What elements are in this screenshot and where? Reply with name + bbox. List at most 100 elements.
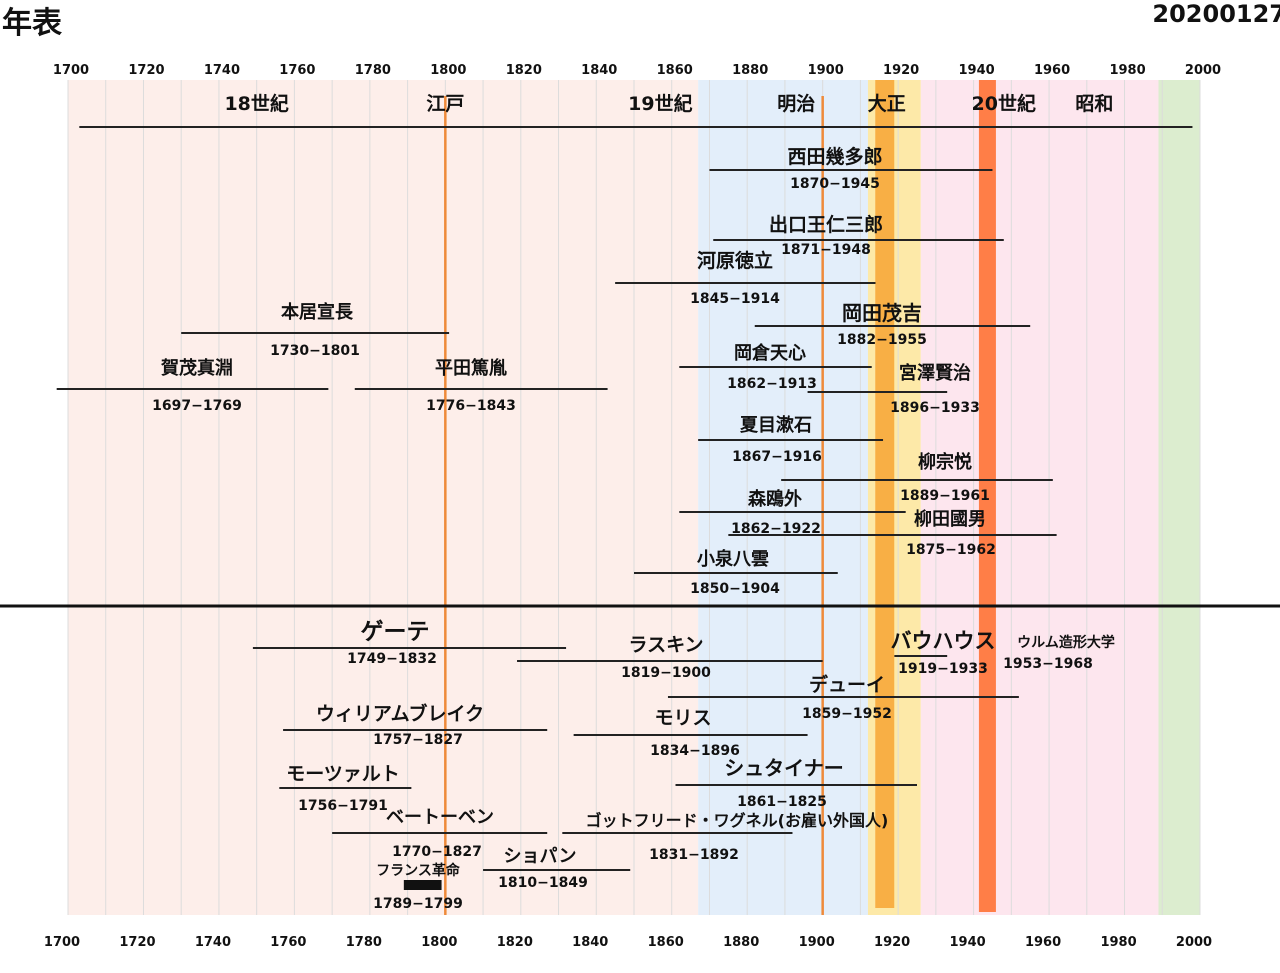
top-axis-tick: 1800 — [430, 63, 466, 78]
world-person-6-name: モリス — [654, 707, 711, 729]
era-label: 明治 — [777, 92, 815, 115]
world-person-1-name: ラスキン — [628, 634, 703, 656]
jp-person-5-years: 1697−1769 — [152, 398, 242, 414]
world-person-8-years: 1756−1791 — [298, 798, 388, 814]
top-axis-tick: 1840 — [581, 63, 617, 78]
page-title: 年表 — [2, 6, 62, 41]
world-person-12-years: 1789−1799 — [373, 896, 463, 912]
jp-person-13-name: 小泉八雲 — [697, 548, 769, 570]
jp-person-4-years: 1882−1955 — [837, 332, 927, 348]
era-label: 大正 — [868, 92, 906, 115]
bottom-axis-tick: 1700 — [44, 935, 80, 950]
jp-person-5-name: 賀茂真淵 — [160, 357, 233, 379]
bottom-axis-tick: 1960 — [1025, 935, 1061, 950]
page-date: 20200127 — [1152, 0, 1280, 28]
world-person-11-years: 1810−1849 — [498, 875, 588, 891]
world-person-9-years: 1770−1827 — [392, 844, 482, 860]
era-label: 19世紀 — [628, 92, 692, 115]
bottom-axis-tick: 1900 — [799, 935, 835, 950]
world-person-9-name: ベートーベン — [386, 807, 494, 828]
marker-band-1915 — [875, 80, 895, 908]
jp-person-9-name: 夏目漱石 — [740, 414, 812, 436]
top-axis-tick: 1900 — [808, 63, 844, 78]
jp-person-3-years: 1730−1801 — [270, 343, 360, 359]
jp-person-3-name: 本居宣長 — [281, 301, 354, 323]
era-band-heisei — [1158, 80, 1200, 915]
bottom-axis-tick: 1880 — [723, 935, 759, 950]
world-person-6-years: 1834−1896 — [650, 743, 740, 759]
world-person-4-years: 1859−1952 — [802, 706, 892, 722]
world-person-0-years: 1749−1832 — [347, 651, 437, 667]
world-person-8-name: モーツァルト — [286, 763, 400, 785]
jp-person-12-name: 柳田國男 — [914, 508, 986, 530]
era-label: 昭和 — [1075, 92, 1113, 115]
world-person-1-years: 1819−1900 — [621, 665, 711, 681]
jp-person-13-years: 1850−1904 — [690, 581, 780, 597]
bottom-axis-tick: 1800 — [421, 935, 457, 950]
bottom-axis-tick: 1760 — [270, 935, 306, 950]
jp-person-8-name: 宮澤賢治 — [899, 362, 971, 384]
jp-person-6-name: 平田篤胤 — [435, 357, 507, 379]
bottom-axis-tick: 1860 — [648, 935, 684, 950]
jp-person-2-years: 1845−1914 — [690, 291, 780, 307]
world-person-11-name: ショパン — [504, 846, 577, 867]
jp-person-12-years: 1875−1962 — [906, 542, 996, 558]
top-axis-tick: 1880 — [732, 63, 768, 78]
bottom-axis-tick: 1920 — [874, 935, 910, 950]
top-axis-tick: 1920 — [883, 63, 919, 78]
bottom-axis-tick: 1840 — [572, 935, 608, 950]
bottom-axis-tick: 2000 — [1176, 935, 1212, 950]
top-axis-tick: 1740 — [204, 63, 240, 78]
world-person-2-years: 1919−1933 — [898, 661, 988, 677]
top-axis-tick: 1960 — [1034, 63, 1070, 78]
era-label: 18世紀 — [224, 92, 288, 115]
world-person-3-name: ウルム造形大学 — [1017, 634, 1115, 651]
world-person-4-name: デューイ — [809, 673, 885, 696]
top-axis-tick: 1820 — [506, 63, 542, 78]
era-band-meiji — [698, 80, 868, 915]
jp-person-2-name: 河原徳立 — [697, 249, 773, 272]
world-person-7-years: 1861−1825 — [737, 794, 827, 810]
bottom-axis-tick: 1720 — [119, 935, 155, 950]
jp-person-10-name: 柳宗悦 — [918, 451, 972, 473]
era-label: 江戸 — [426, 93, 464, 115]
bottom-axis-tick: 1980 — [1100, 935, 1136, 950]
top-axis-tick: 1860 — [657, 63, 693, 78]
jp-person-0-years: 1870−1945 — [790, 176, 880, 192]
jp-person-7-years: 1862−1913 — [727, 376, 817, 392]
era-label: 20世紀 — [972, 92, 1036, 115]
jp-person-8-years: 1896−1933 — [890, 400, 980, 416]
marker-band-1943 — [978, 80, 996, 912]
world-person-12-name: フランス革命 — [376, 862, 461, 879]
jp-person-1-years: 1871−1948 — [781, 242, 871, 258]
era-band-edo — [68, 80, 699, 915]
jp-person-11-name: 森鴎外 — [748, 488, 802, 510]
jp-person-1-name: 出口王仁三郎 — [769, 213, 883, 236]
world-person-10-name: ゴットフリード・ワグネル(お雇い外国人) — [586, 811, 889, 830]
event-bar-french-revolution — [403, 880, 442, 890]
jp-person-7-name: 岡倉天心 — [734, 342, 806, 364]
bottom-axis-tick: 1940 — [950, 935, 986, 950]
top-axis-tick: 1760 — [279, 63, 315, 78]
world-person-10-years: 1831−1892 — [649, 847, 739, 863]
jp-person-0-name: 西田幾多郎 — [787, 145, 882, 168]
bottom-axis-tick: 1780 — [346, 935, 382, 950]
jp-person-10-years: 1889−1961 — [900, 488, 990, 504]
world-person-5-years: 1757−1827 — [373, 732, 463, 748]
bottom-axis-tick: 1820 — [497, 935, 533, 950]
world-person-0-name: ゲーテ — [361, 619, 430, 645]
top-axis-tick: 1940 — [959, 63, 995, 78]
jp-person-6-years: 1776−1843 — [426, 398, 516, 414]
world-person-3-years: 1953−1968 — [1003, 656, 1093, 672]
era-band-showa — [920, 80, 1159, 915]
top-axis-tick: 1700 — [53, 63, 89, 78]
top-axis-tick: 1980 — [1109, 63, 1145, 78]
top-axis-tick: 1720 — [128, 63, 164, 78]
jp-person-9-years: 1867−1916 — [732, 449, 822, 465]
top-axis-tick: 1780 — [355, 63, 391, 78]
world-person-2-name: バウハウス — [891, 629, 996, 653]
jp-person-11-years: 1862−1922 — [731, 521, 821, 537]
world-person-5-name: ウィリアムブレイク — [316, 702, 484, 725]
